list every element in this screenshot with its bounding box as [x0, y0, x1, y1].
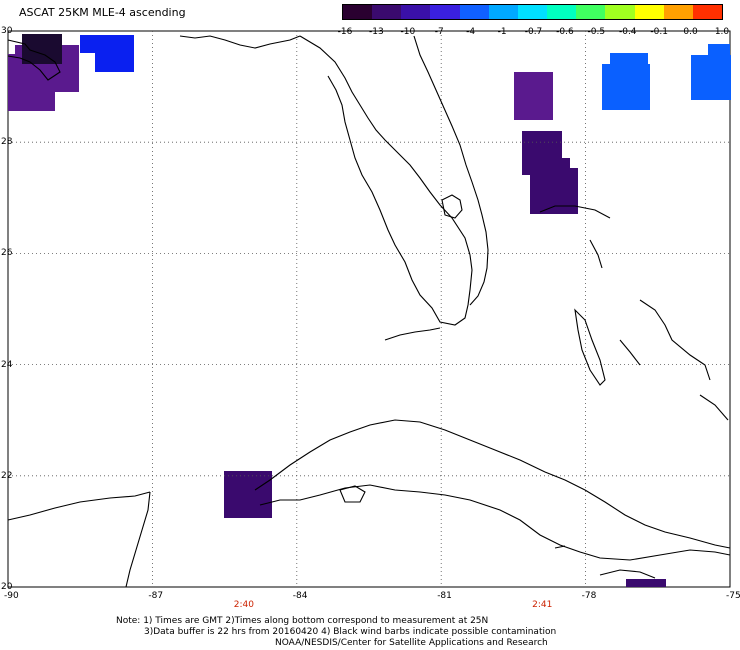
colorbar-segment — [372, 5, 402, 19]
coast-yucatan — [7, 491, 151, 521]
swath-lightblue-2 — [610, 53, 648, 73]
isla-juventud — [339, 485, 366, 503]
colorbar-segment — [459, 5, 489, 19]
colorbar-segment — [488, 5, 518, 19]
colorbar-label: -0.6 — [556, 27, 574, 37]
swath-atlantic-1 — [514, 72, 553, 120]
colorbar-segment — [605, 5, 635, 19]
lon-tick-label: -84 — [292, 591, 308, 601]
data-swaths — [8, 34, 731, 587]
plot-frame — [7, 30, 731, 588]
colorbar-label: -7 — [434, 27, 444, 37]
lon-tick-label: -78 — [581, 591, 597, 601]
bahamas-abaco — [589, 239, 603, 269]
colorbar-label: -13 — [369, 27, 384, 37]
map-title: ASCAT 25KM MLE-4 ascending — [19, 6, 186, 19]
time-label: 2:40 — [233, 600, 254, 610]
coast-florida — [299, 35, 473, 326]
swath-atlantic-4 — [530, 168, 578, 214]
note-line-3: NOAA/NESDIS/Center for Satellite Applica… — [275, 638, 548, 648]
lon-tick-label: -81 — [437, 591, 452, 601]
lat-tick-label: 30 — [1, 26, 13, 36]
coastlines — [7, 35, 731, 588]
swath-blue-2 — [95, 52, 134, 72]
coast-cuba-north — [254, 419, 731, 549]
colorbar-segment — [343, 5, 373, 19]
florida-keys — [384, 327, 441, 341]
lat-tick-label: 28 — [1, 137, 13, 148]
swath-gulf-dark — [22, 34, 62, 64]
swath-lightblue-4 — [708, 44, 730, 64]
lon-tick-label: -75 — [726, 591, 740, 601]
colorbar-label: -0.7 — [524, 27, 543, 37]
bahamas-andros — [574, 308, 606, 386]
colorbar-label: -4 — [466, 27, 476, 37]
lon-tick-label: -90 — [4, 591, 19, 601]
swath-cuba-west — [224, 471, 272, 518]
cayman — [554, 545, 566, 549]
note-line-2: 3)Data buffer is 22 hrs from 20160420 4)… — [144, 627, 557, 637]
colorbar-label: -0.5 — [587, 27, 606, 37]
colorbar — [342, 4, 723, 20]
bahamas-eleuthera — [639, 299, 711, 381]
colorbar-label: -1 — [497, 27, 507, 37]
coast-florida-east — [413, 35, 489, 306]
note-line-1: Note: 1) Times are GMT 2)Times along bot… — [116, 616, 489, 626]
lat-tick-label: 22 — [1, 470, 13, 481]
time-label: 2:41 — [532, 600, 553, 610]
coast-yucatan-east — [125, 491, 151, 588]
colorbar-segment — [547, 5, 577, 19]
colorbar-label: -0.4 — [618, 27, 637, 37]
lat-tick-label: 20 — [1, 582, 13, 592]
colorbar-segment — [401, 5, 431, 19]
coast-gulf-north — [7, 39, 61, 81]
colorbar-segment — [517, 5, 548, 19]
bahamas-long — [699, 394, 729, 421]
grid — [8, 31, 730, 587]
colorbar-label: -0.1 — [650, 27, 668, 37]
lat-tick-label: 24 — [1, 359, 13, 370]
bahamas-exuma — [619, 339, 641, 366]
lat-tick-label: 26 — [1, 248, 13, 259]
swath-blue-1 — [80, 35, 134, 53]
colorbar-segment — [576, 5, 606, 19]
colorbar-label: 0.0 — [683, 27, 698, 37]
colorbar-label: -10 — [400, 27, 416, 37]
colorbar-segment — [692, 5, 723, 19]
colorbar-segment — [634, 5, 664, 19]
coast-cuba-south — [259, 484, 731, 561]
jamaica — [599, 569, 656, 579]
coast-panhandle — [179, 35, 301, 49]
lake-okeechobee — [441, 194, 463, 219]
colorbar-segment — [663, 5, 693, 19]
colorbar-segment — [430, 5, 460, 19]
colorbar-label: 1.0 — [714, 27, 730, 37]
swath-south — [626, 579, 666, 587]
colorbar-label: -16 — [337, 27, 353, 37]
lon-tick-label: -87 — [148, 591, 164, 601]
bahamas-grand — [539, 205, 611, 219]
